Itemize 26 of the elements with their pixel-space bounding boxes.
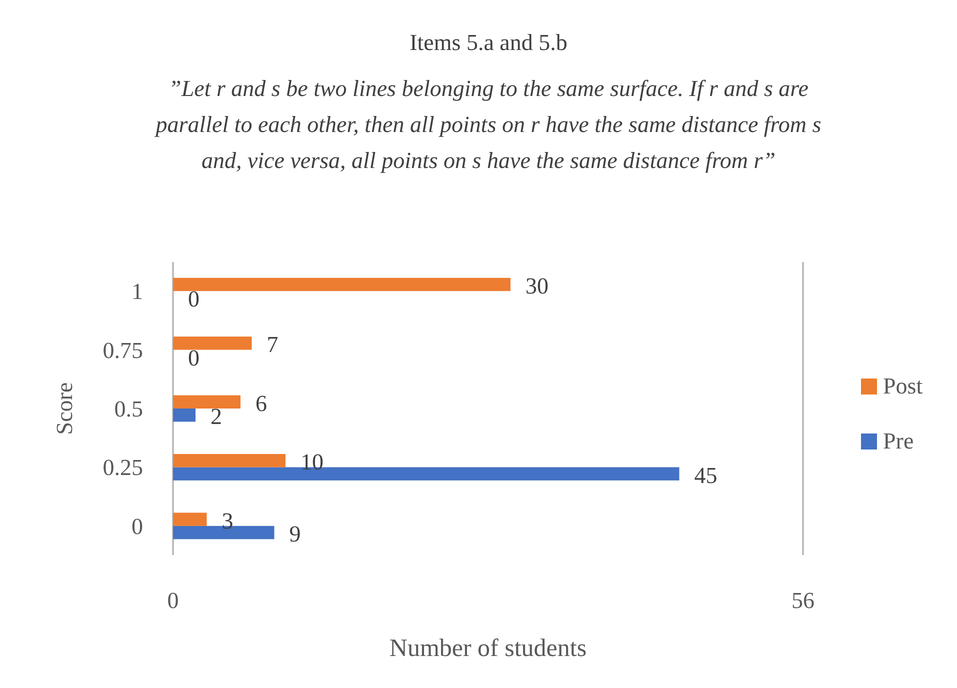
bar xyxy=(173,278,510,292)
legend-label: Post xyxy=(883,374,924,398)
x-tick-label: 56 xyxy=(792,588,814,613)
legend-label: Pre xyxy=(883,428,914,454)
data-label: 0 xyxy=(188,345,200,370)
data-label: 2 xyxy=(210,404,222,430)
bar xyxy=(173,408,196,422)
y-tick-label: 0.5 xyxy=(114,396,143,422)
chart-subtitle: ”Let r and s be two lines belonging to the same surface. If r and s are parallel to each other, then all points on r have the same distance from s and, vice versa, all points on s have the same distance from r” xyxy=(154,76,822,173)
bar xyxy=(173,512,207,526)
y-tick-label: 0 xyxy=(132,514,143,539)
y-axis-title: Score xyxy=(52,382,77,435)
data-label: 30 xyxy=(526,273,548,298)
bar xyxy=(173,454,286,468)
data-label: 0 xyxy=(188,286,200,312)
data-label: 45 xyxy=(694,462,718,488)
data-label: 9 xyxy=(289,522,301,547)
bar xyxy=(173,336,252,350)
y-tick-label: 0.25 xyxy=(102,455,143,480)
y-tick-label: 1 xyxy=(132,279,143,304)
data-label: 7 xyxy=(266,332,278,358)
x-axis-title: Number of students xyxy=(389,635,587,662)
chart-title: Items 5.a and 5.b xyxy=(410,30,568,55)
bar xyxy=(173,395,240,408)
y-tick-label: 0.75 xyxy=(102,338,143,363)
data-label: 6 xyxy=(256,390,267,416)
